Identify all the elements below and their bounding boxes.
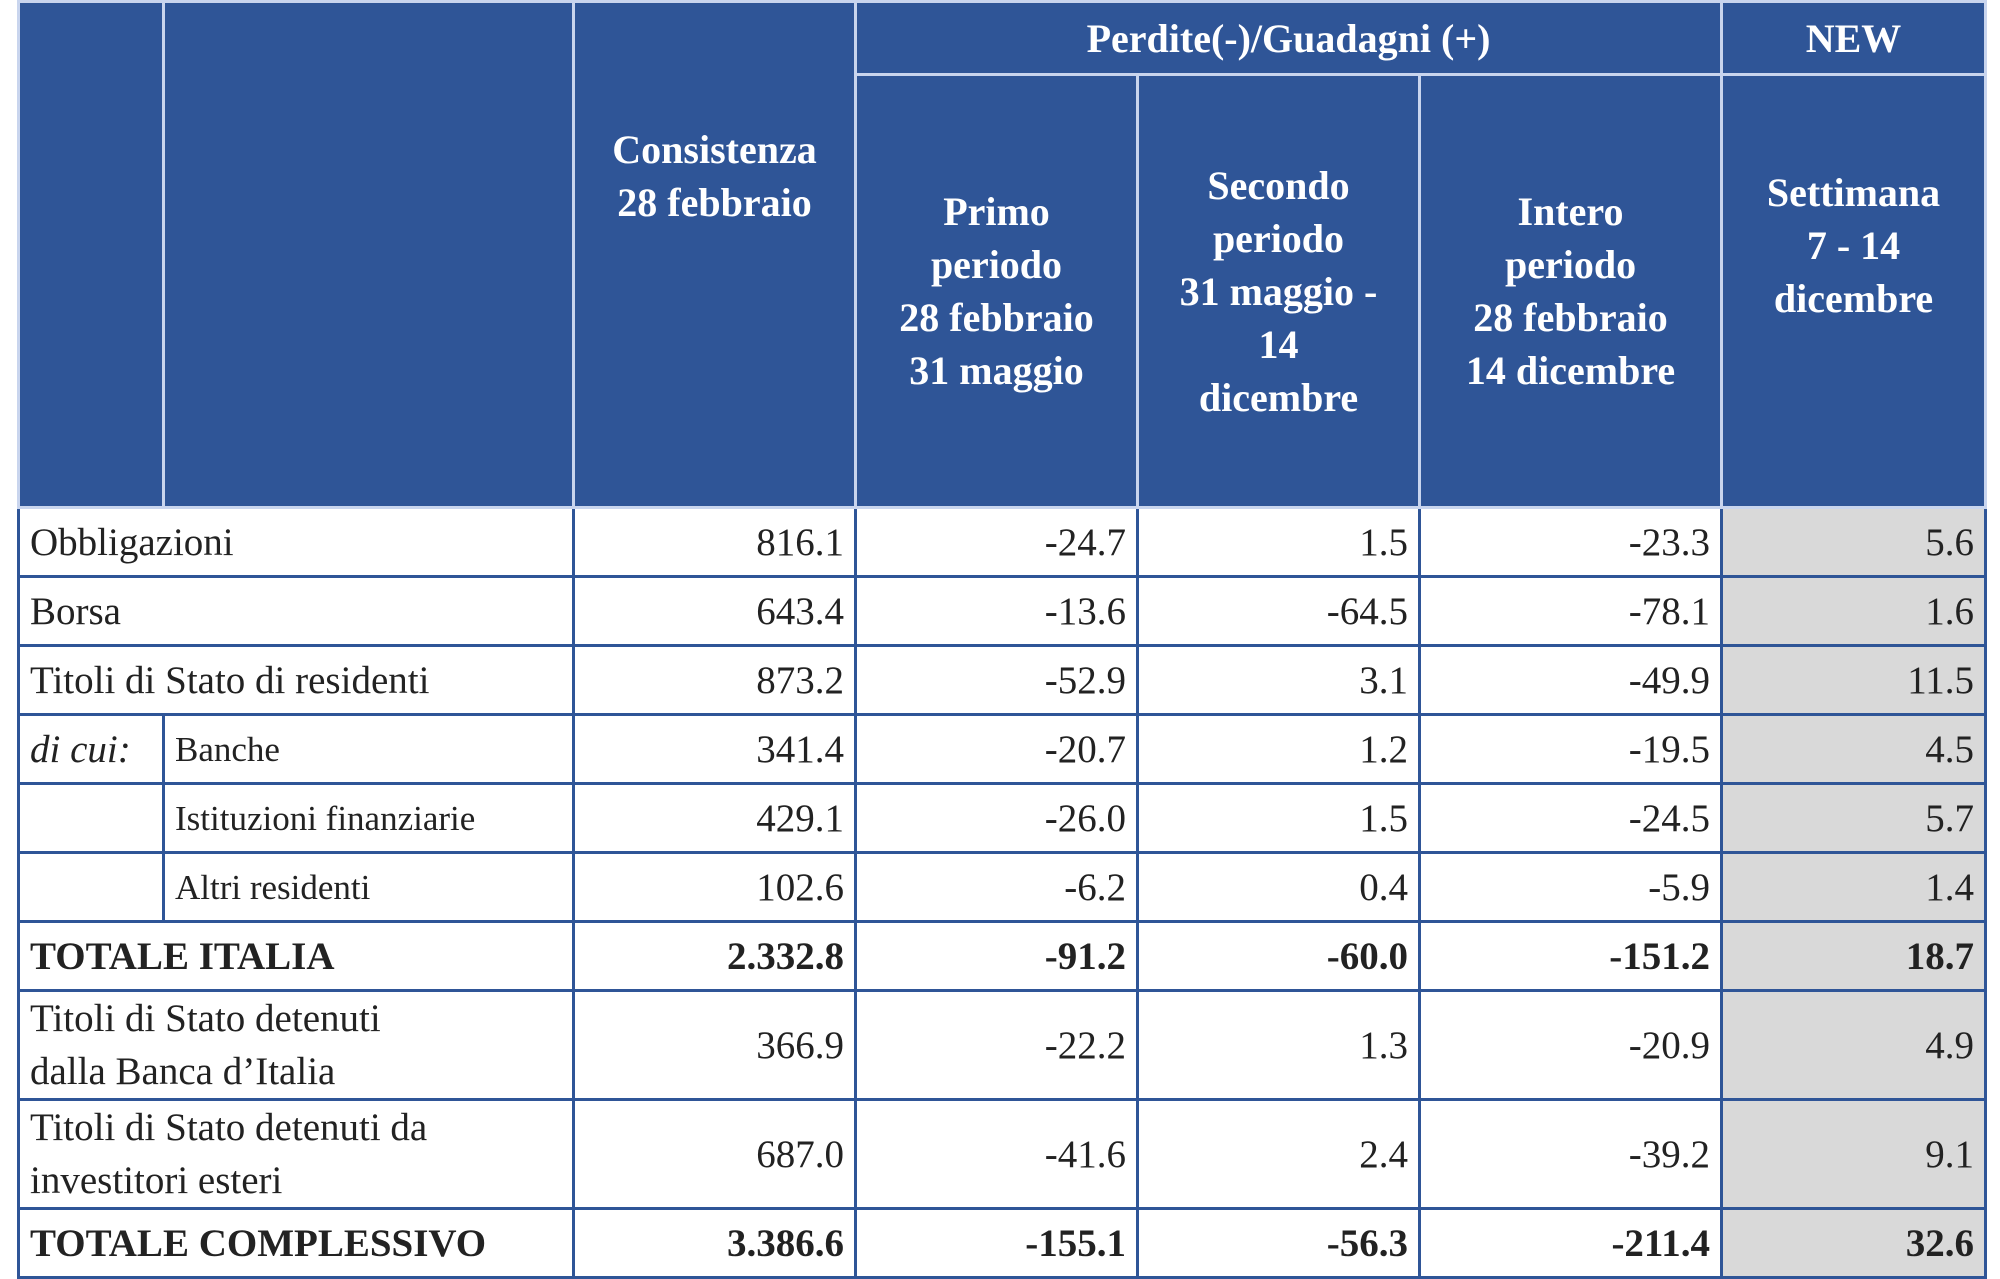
- table-row: Titoli di Stato di residenti 873.2 -52.9 3.…: [17, 644, 1988, 716]
- cell-value: 5.6: [1720, 506, 1988, 578]
- cell-value: -39.2: [1417, 1098, 1724, 1210]
- table-body: Obbligazioni 816.1 -24.7 1.5 -23.3 5.6 Borsa 64…: [17, 506, 1988, 1279]
- cell-value: -22.2: [854, 989, 1139, 1101]
- cell-value: 366.9: [572, 989, 857, 1101]
- row-label: Titoli di Stato di residenti: [17, 644, 575, 716]
- cell-value: -49.9: [1417, 644, 1724, 716]
- cell-value: -5.9: [1417, 851, 1724, 923]
- row-prefix: di cui:: [17, 713, 165, 785]
- cell-value: 873.2: [572, 644, 857, 716]
- cell-value: -78.1: [1417, 575, 1724, 647]
- cell-value: -19.5: [1417, 713, 1724, 785]
- cell-value: 1.2: [1136, 713, 1421, 785]
- cell-value: 2.332.8: [572, 920, 857, 992]
- table-row: Titoli di Stato detenuti da investitori …: [17, 1098, 1988, 1210]
- column-header: Consistenza 28 febbraio: [572, 0, 857, 509]
- cell-value: 1.4: [1720, 851, 1988, 923]
- cell-value: 18.7: [1720, 920, 1988, 992]
- column-header: Intero periodo 28 febbraio 14 dicembre: [1417, 73, 1724, 509]
- cell-value: 3.386.6: [572, 1207, 857, 1279]
- cell-value: 5.7: [1720, 782, 1988, 854]
- row-label: Obbligazioni: [17, 506, 575, 578]
- cell-value: -24.5: [1417, 782, 1724, 854]
- row-prefix: [17, 782, 165, 854]
- cell-value: 3.1: [1136, 644, 1421, 716]
- column-header: Secondo periodo 31 maggio - 14 dicembre: [1136, 73, 1421, 509]
- cell-value: -91.2: [854, 920, 1139, 992]
- table-row: Obbligazioni 816.1 -24.7 1.5 -23.3 5.6: [17, 506, 1988, 578]
- cell-value: 11.5: [1720, 644, 1988, 716]
- row-label: Titoli di Stato detenuti da investitori …: [17, 1098, 575, 1210]
- cell-value: 102.6: [572, 851, 857, 923]
- row-prefix: [17, 851, 165, 923]
- table-row: TOTALE ITALIA 2.332.8 -91.2 -60.0 -151.2 18.7: [17, 920, 1988, 992]
- cell-value: 9.1: [1720, 1098, 1988, 1210]
- cell-value: -13.6: [854, 575, 1139, 647]
- row-label: TOTALE COMPLESSIVO: [17, 1207, 575, 1279]
- cell-value: 429.1: [572, 782, 857, 854]
- cell-value: -211.4: [1417, 1207, 1724, 1279]
- table-row: di cui: Banche 341.4 -20.7 1.2 -19.5 4.5: [17, 713, 1988, 785]
- cell-value: 32.6: [1720, 1207, 1988, 1279]
- table-row: Titoli di Stato detenuti dalla Banca d’I…: [17, 989, 1988, 1101]
- cell-value: -26.0: [854, 782, 1139, 854]
- table-header: Consistenza 28 febbraio Perdite(-)/Guada…: [17, 0, 1988, 509]
- cell-value: -56.3: [1136, 1207, 1421, 1279]
- cell-value: -41.6: [854, 1098, 1139, 1210]
- row-label: Altri residenti: [162, 851, 575, 923]
- group-header: Perdite(-)/Guadagni (+): [853, 0, 1724, 76]
- cell-value: -52.9: [854, 644, 1139, 716]
- header-empty: [162, 0, 575, 509]
- row-label: Banche: [162, 713, 575, 785]
- cell-value: 816.1: [572, 506, 857, 578]
- new-header: NEW: [1720, 0, 1988, 76]
- table-row: Borsa 643.4 -13.6 -64.5 -78.1 1.6: [17, 575, 1988, 647]
- cell-value: 1.3: [1136, 989, 1421, 1101]
- table-row: Altri residenti 102.6 -6.2 0.4 -5.9 1.4: [17, 851, 1988, 923]
- cell-value: 1.5: [1136, 782, 1421, 854]
- row-label: Istituzioni finanziarie: [162, 782, 575, 854]
- cell-value: 1.6: [1720, 575, 1988, 647]
- data-table: Consistenza 28 febbraio Perdite(-)/Guada…: [17, 0, 1988, 1279]
- cell-value: -20.7: [854, 713, 1139, 785]
- header-empty: [17, 0, 165, 509]
- row-label: Borsa: [17, 575, 575, 647]
- cell-value: 687.0: [572, 1098, 857, 1210]
- row-label: Titoli di Stato detenuti dalla Banca d’I…: [17, 989, 575, 1101]
- cell-value: 1.5: [1136, 506, 1421, 578]
- cell-value: 341.4: [572, 713, 857, 785]
- cell-value: -6.2: [854, 851, 1139, 923]
- cell-value: -24.7: [854, 506, 1139, 578]
- cell-value: -60.0: [1136, 920, 1421, 992]
- cell-value: -155.1: [854, 1207, 1139, 1279]
- cell-value: -23.3: [1417, 506, 1724, 578]
- cell-value: 4.9: [1720, 989, 1988, 1101]
- cell-value: 643.4: [572, 575, 857, 647]
- column-header: Primo periodo 28 febbraio 31 maggio: [854, 73, 1139, 509]
- cell-value: -64.5: [1136, 575, 1421, 647]
- row-label: TOTALE ITALIA: [17, 920, 575, 992]
- cell-value: 0.4: [1136, 851, 1421, 923]
- cell-value: 4.5: [1720, 713, 1988, 785]
- cell-value: 2.4: [1136, 1098, 1421, 1210]
- table-row: Istituzioni finanziarie 429.1 -26.0 1.5 -24.…: [17, 782, 1988, 854]
- page: Consistenza 28 febbraio Perdite(-)/Guada…: [17, 0, 1988, 1279]
- cell-value: -151.2: [1417, 920, 1724, 992]
- cell-value: -20.9: [1417, 989, 1724, 1101]
- column-header: Settimana 7 - 14 dicembre: [1720, 73, 1988, 509]
- table-row: TOTALE COMPLESSIVO 3.386.6 -155.1 -56.3 -211…: [17, 1207, 1988, 1279]
